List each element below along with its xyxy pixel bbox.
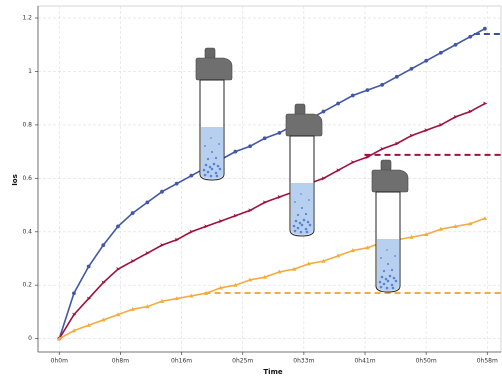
y-tick-label: 1 bbox=[28, 68, 32, 75]
bottle-illustration bbox=[286, 104, 322, 236]
y-tick-label: 0 bbox=[28, 335, 32, 342]
point bbox=[439, 51, 443, 55]
x-tick-label: 0h0m bbox=[51, 358, 68, 365]
x-tick-label: 0h58m bbox=[477, 358, 498, 365]
chart: 0 0.2 0.4 0.6 0.8 1 1.2 0h0m 0h8m 0h16m 0h25m 0h33m… bbox=[0, 0, 502, 379]
point bbox=[72, 291, 76, 295]
x-tick-label: 0h25m bbox=[232, 358, 253, 365]
marks bbox=[57, 27, 501, 341]
point bbox=[131, 211, 135, 215]
x-axis-title: Time bbox=[263, 368, 282, 376]
point bbox=[101, 243, 105, 247]
point bbox=[468, 35, 472, 39]
series-line bbox=[59, 218, 485, 338]
point bbox=[175, 182, 179, 186]
point bbox=[248, 144, 252, 148]
point bbox=[87, 265, 91, 269]
point bbox=[351, 94, 355, 98]
point bbox=[145, 200, 149, 204]
bottle-illustration bbox=[372, 160, 408, 292]
series-line bbox=[59, 29, 485, 339]
point bbox=[483, 27, 487, 31]
point bbox=[395, 75, 399, 79]
y-tick-label: 0.4 bbox=[22, 228, 32, 235]
y-tick-label: 0.2 bbox=[22, 282, 32, 289]
point bbox=[233, 150, 237, 154]
point bbox=[278, 131, 282, 135]
point bbox=[424, 59, 428, 63]
y-axis-title: Ios bbox=[11, 174, 19, 186]
point bbox=[380, 83, 384, 87]
point bbox=[410, 67, 414, 71]
x-tick-label: 0h41m bbox=[354, 358, 375, 365]
point bbox=[454, 43, 458, 47]
x-tick-label: 0h8m bbox=[112, 358, 129, 365]
point bbox=[322, 110, 326, 114]
x-tick-label: 0h33m bbox=[293, 358, 314, 365]
y-tick-label: 0.6 bbox=[22, 175, 32, 182]
y-tick-label: 1.2 bbox=[22, 15, 32, 22]
x-tick-label: 0h16m bbox=[171, 358, 192, 365]
bottle-illustration bbox=[196, 48, 232, 180]
point bbox=[116, 225, 120, 229]
point bbox=[366, 88, 370, 92]
point bbox=[189, 174, 193, 178]
point bbox=[160, 190, 164, 194]
point bbox=[483, 216, 487, 220]
point bbox=[263, 136, 267, 140]
point bbox=[336, 102, 340, 106]
y-tick-label: 0.8 bbox=[22, 121, 32, 128]
page: {"chart_data": {"type": "line", "x_label… bbox=[0, 0, 502, 379]
x-tick-label: 0h50m bbox=[416, 358, 437, 365]
